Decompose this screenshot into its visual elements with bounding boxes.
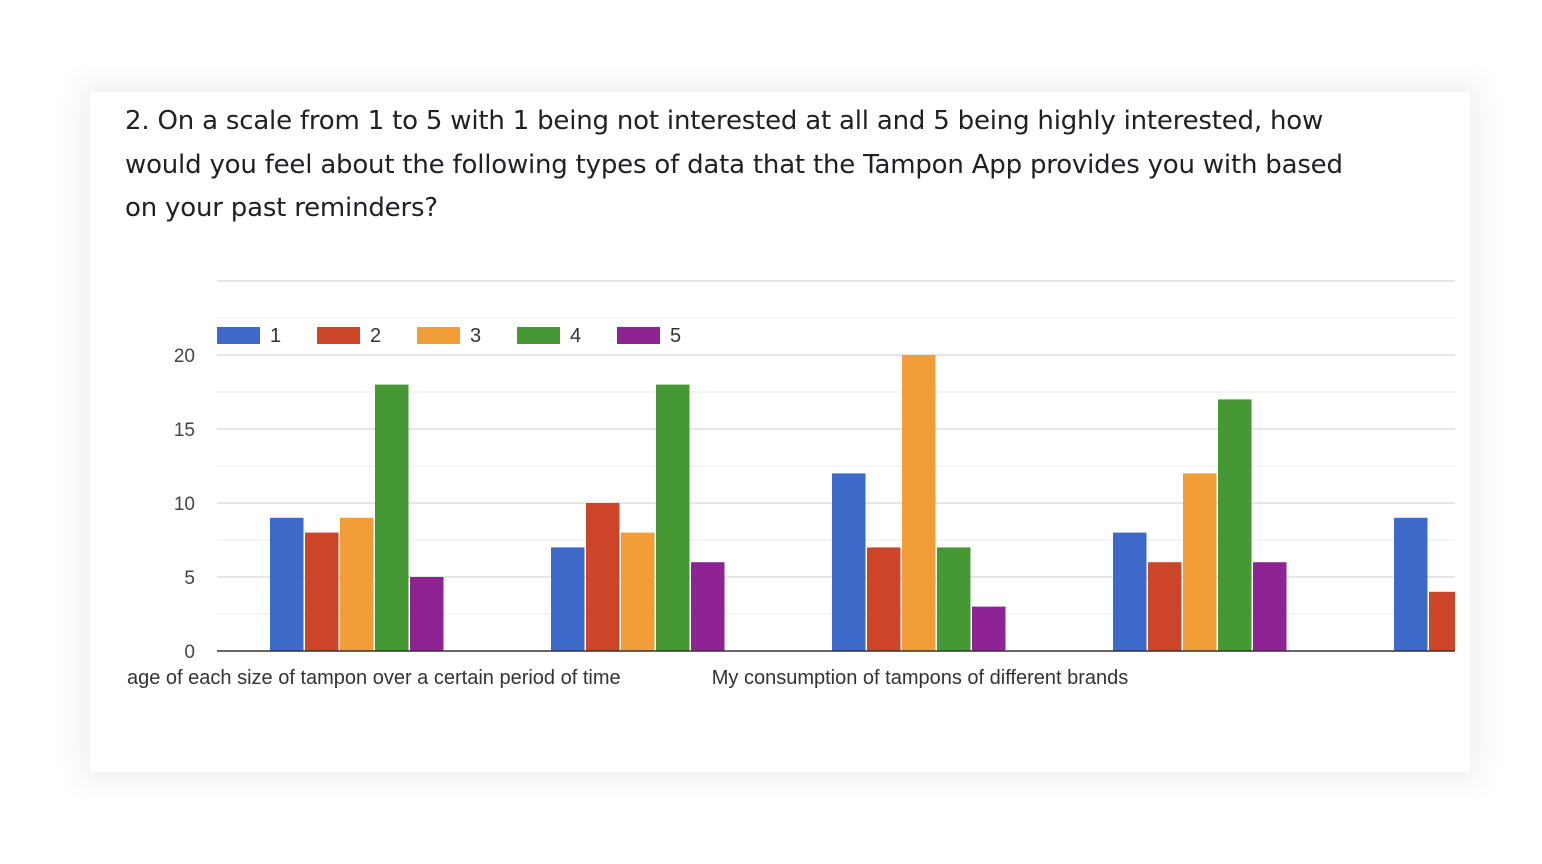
bar-series-1[interactable] (270, 517, 304, 651)
bars (270, 355, 1463, 651)
bar-series-2[interactable] (867, 547, 901, 651)
y-tick-label: 15 (174, 420, 195, 441)
x-category-label: My consumption of tampons of different b… (712, 667, 1129, 689)
bar-series-2[interactable] (1148, 562, 1182, 651)
bar-series-3[interactable] (902, 355, 936, 651)
legend-label-2[interactable]: 2 (370, 325, 381, 347)
bar-series-1[interactable] (1394, 517, 1428, 651)
legend-swatch-2[interactable] (317, 327, 360, 344)
bar-series-3[interactable] (621, 532, 655, 651)
legend-swatch-3[interactable] (417, 327, 460, 344)
legend-label-3[interactable]: 3 (470, 325, 481, 347)
bar-series-5[interactable] (1253, 562, 1287, 651)
bar-series-4[interactable] (937, 547, 971, 651)
bar-series-3[interactable] (1183, 473, 1217, 651)
y-tick-label: 10 (174, 494, 195, 515)
y-tick-label: 0 (184, 642, 195, 663)
bar-series-2[interactable] (1429, 591, 1463, 651)
legend-swatch-1[interactable] (217, 327, 260, 344)
x-category-label: age of each size of tampon over a certai… (127, 667, 621, 689)
legend-label-4[interactable]: 4 (570, 325, 581, 347)
question-title: 2. On a scale from 1 to 5 with 1 being n… (125, 106, 1343, 223)
bar-series-1[interactable] (832, 473, 866, 651)
legend-label-5[interactable]: 5 (670, 325, 681, 347)
legend-swatch-5[interactable] (617, 327, 660, 344)
legend: 1 2 3 4 5 (217, 325, 681, 347)
bar-series-5[interactable] (410, 577, 444, 651)
bar-series-4[interactable] (375, 384, 409, 651)
y-tick-label: 5 (184, 568, 195, 589)
legend-label-1[interactable]: 1 (270, 325, 281, 347)
bar-series-3[interactable] (340, 517, 374, 651)
bar-series-1[interactable] (1113, 532, 1147, 651)
x-axis-labels: age of each size of tampon over a certai… (127, 667, 1128, 689)
legend-swatch-4[interactable] (517, 327, 560, 344)
bar-series-1[interactable] (551, 547, 585, 651)
bar-series-2[interactable] (586, 503, 620, 651)
bar-series-4[interactable] (656, 384, 690, 651)
response-summary-card: 2. On a scale from 1 to 5 with 1 being n… (90, 92, 1470, 772)
bar-series-2[interactable] (305, 532, 339, 651)
bar-series-5[interactable] (691, 562, 725, 651)
bar-series-4[interactable] (1218, 399, 1252, 651)
bar-series-5[interactable] (972, 606, 1006, 651)
y-tick-label: 20 (174, 346, 195, 367)
